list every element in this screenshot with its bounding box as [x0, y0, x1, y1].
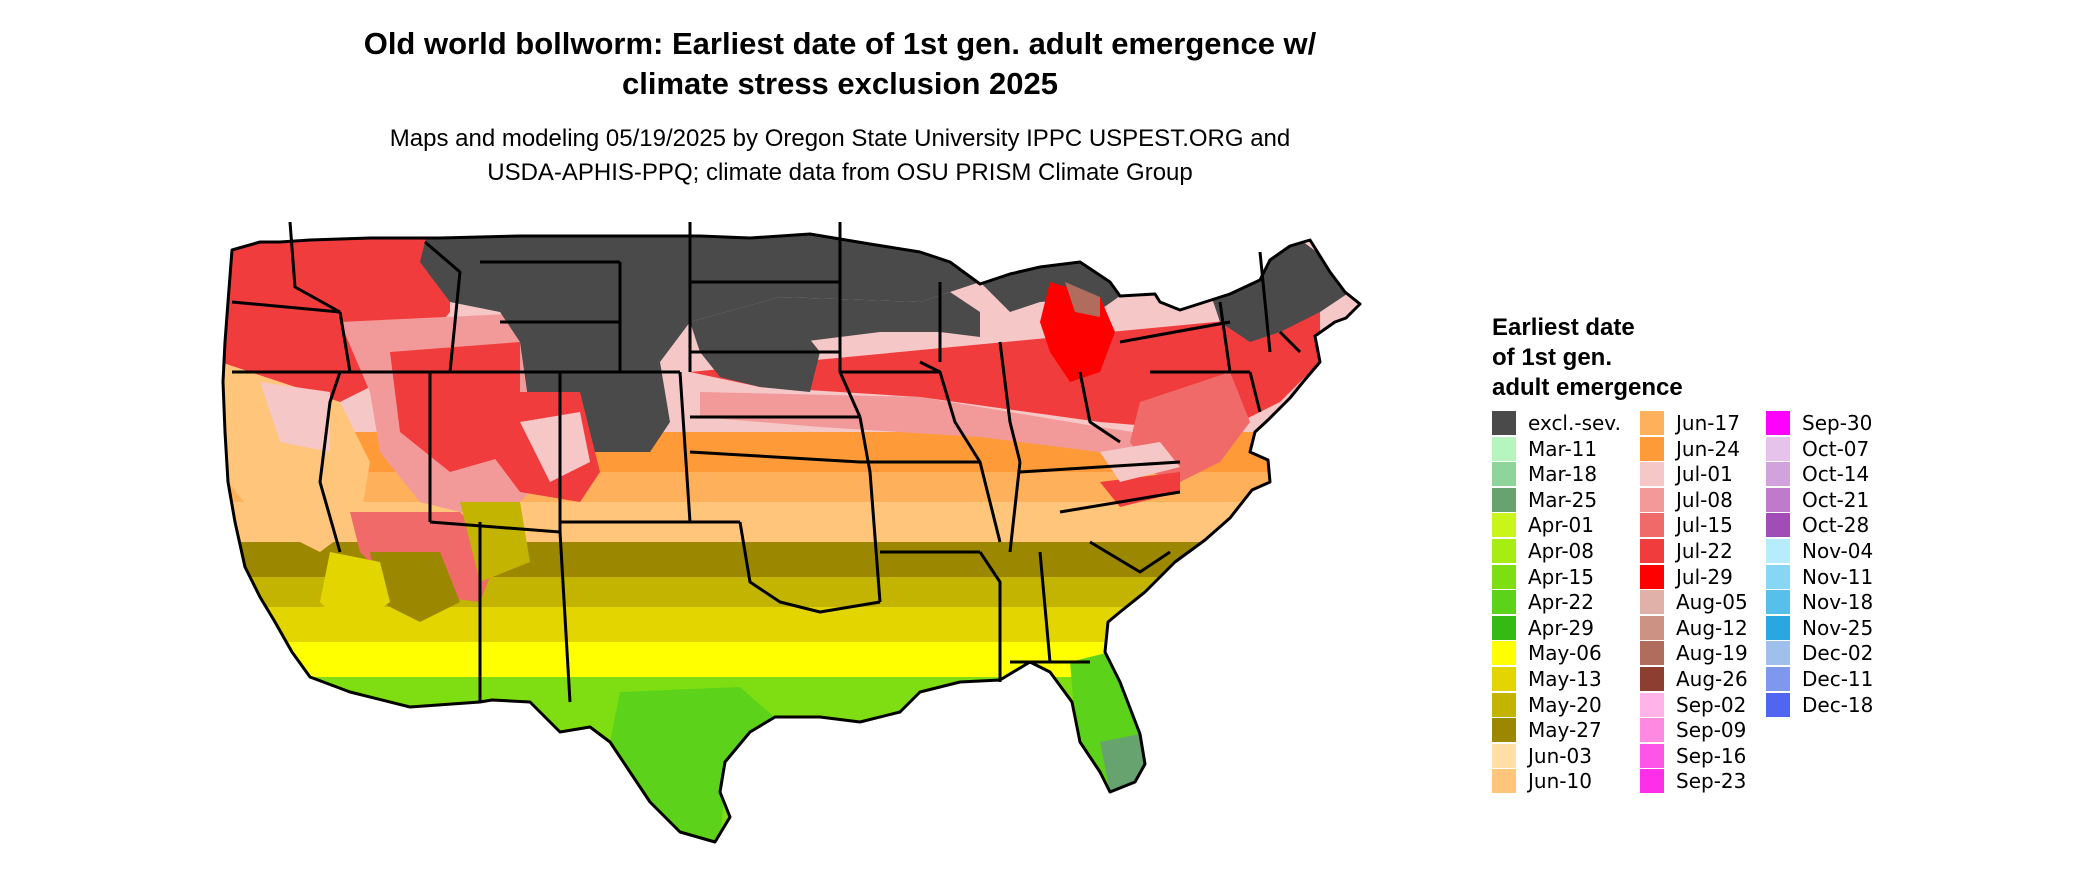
legend-swatch: [1640, 743, 1664, 768]
legend-swatch: [1492, 718, 1516, 743]
legend-swatch: [1766, 411, 1790, 435]
legend-label: Oct-21: [1802, 487, 1870, 512]
legend-swatch: [1640, 666, 1664, 691]
legend-swatch: [1766, 615, 1790, 640]
legend-label: Jul-01: [1676, 462, 1733, 487]
legend-swatch: [1492, 411, 1516, 435]
legend-label: Sep-02: [1676, 692, 1747, 717]
legend-label: Nov-04: [1802, 538, 1874, 563]
legend-swatch: [1492, 436, 1516, 461]
legend-swatch: [1640, 513, 1664, 538]
legend-swatch: [1640, 692, 1664, 717]
legend-swatch: [1492, 615, 1516, 640]
legend-label: Sep-30: [1802, 411, 1873, 435]
legend-label: Apr-01: [1528, 513, 1594, 538]
legend-label: Sep-16: [1676, 743, 1747, 768]
legend-label: Oct-07: [1802, 436, 1870, 461]
legend-swatch: [1640, 590, 1664, 615]
legend-swatch: [1640, 538, 1664, 563]
legend-label: Mar-18: [1528, 462, 1598, 487]
legend-swatch: [1492, 769, 1516, 794]
legend-swatch: [1766, 692, 1790, 717]
legend-label: Nov-11: [1802, 564, 1874, 589]
legend-swatch: [1492, 692, 1516, 717]
legend-swatch: [1492, 462, 1516, 487]
legend-label: Aug-05: [1676, 590, 1748, 615]
legend-swatch: [1492, 564, 1516, 589]
map-subtitle: Maps and modeling 05/19/2025 by Oregon S…: [250, 122, 1430, 190]
legend-label: May-27: [1528, 718, 1602, 743]
legend-swatch: [1640, 411, 1664, 435]
legend-label: Jun-17: [1676, 411, 1740, 435]
legend-label: Oct-14: [1802, 462, 1870, 487]
us-emergence-map: [221, 222, 1362, 844]
legend-label: Jul-22: [1676, 538, 1733, 563]
legend-swatch: [1640, 641, 1664, 666]
legend-swatch: [1766, 590, 1790, 615]
map-subtitle-line-1: Maps and modeling 05/19/2025 by Oregon S…: [389, 125, 1291, 152]
legend-label: excl.-sev.: [1528, 411, 1621, 435]
legend-label: Nov-18: [1802, 590, 1874, 615]
legend-swatch: [1492, 590, 1516, 615]
legend-swatch: [1640, 462, 1664, 487]
legend-swatch: [1766, 513, 1790, 538]
legend-swatch: [1492, 513, 1516, 538]
legend-label: Mar-11: [1528, 436, 1598, 461]
legend-swatch: [1766, 538, 1790, 563]
legend-swatch: [1766, 641, 1790, 666]
legend-label: Oct-28: [1802, 513, 1870, 538]
legend-label: Apr-08: [1528, 538, 1594, 563]
map-title-line-2: climate stress exclusion 2025: [622, 66, 1058, 101]
legend-label: Sep-23: [1676, 769, 1747, 794]
legend-label: Aug-12: [1676, 615, 1748, 640]
legend-swatch: [1766, 462, 1790, 487]
legend-label: Apr-29: [1528, 615, 1594, 640]
legend-label: Dec-11: [1802, 666, 1874, 691]
map-subtitle-line-2: USDA-APHIS-PPQ; climate data from OSU PR…: [487, 159, 1193, 186]
legend-swatch: [1640, 769, 1664, 794]
legend-label: Apr-15: [1528, 564, 1594, 589]
legend-swatch: [1492, 666, 1516, 691]
legend-title: Earliest date of 1st gen. adult emergenc…: [1492, 313, 1683, 403]
legend-swatch: [1640, 436, 1664, 461]
legend-swatch: [1492, 538, 1516, 563]
legend-swatch: [1492, 487, 1516, 512]
legend-label: Dec-18: [1802, 692, 1874, 717]
legend-swatch: [1640, 487, 1664, 512]
legend-swatch: [1492, 743, 1516, 768]
legend-label: May-06: [1528, 641, 1602, 666]
legend-label: Jul-15: [1676, 513, 1733, 538]
legend-label: Jun-24: [1676, 436, 1740, 461]
legend-label: Jul-08: [1676, 487, 1733, 512]
map-title-line-1: Old world bollworm: Earliest date of 1st…: [363, 26, 1317, 61]
legend-swatch: [1766, 666, 1790, 691]
legend-label: Aug-26: [1676, 666, 1748, 691]
legend-label: May-13: [1528, 666, 1602, 691]
legend-swatch: [1766, 564, 1790, 589]
legend-title-line-2: of 1st gen.: [1492, 344, 1613, 371]
legend-label: Apr-22: [1528, 590, 1594, 615]
legend-title-line-3: adult emergence: [1492, 374, 1683, 401]
legend-label: Mar-25: [1528, 487, 1598, 512]
legend-swatch: [1766, 487, 1790, 512]
legend-swatch: [1640, 564, 1664, 589]
legend-swatch: [1492, 641, 1516, 666]
legend-swatch: [1640, 718, 1664, 743]
legend-label: Jun-03: [1528, 743, 1592, 768]
legend-label: Nov-25: [1802, 615, 1874, 640]
legend-swatch: [1766, 436, 1790, 461]
legend-title-line-1: Earliest date: [1492, 314, 1635, 341]
legend-swatch: [1640, 615, 1664, 640]
legend-label: May-20: [1528, 692, 1602, 717]
legend-label: Dec-02: [1802, 641, 1874, 666]
legend-label: Jul-29: [1676, 564, 1733, 589]
legend-label: Aug-19: [1676, 641, 1748, 666]
map-title: Old world bollworm: Earliest date of 1st…: [250, 24, 1430, 104]
legend-label: Jun-10: [1528, 769, 1592, 794]
legend-label: Sep-09: [1676, 718, 1747, 743]
